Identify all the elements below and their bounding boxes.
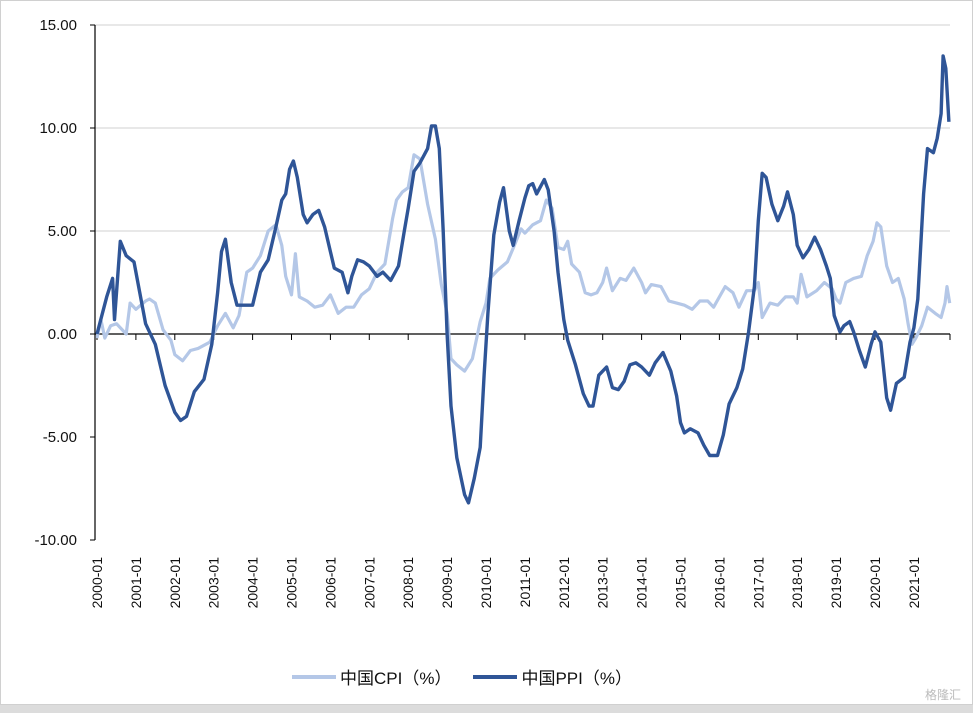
ppi-series-line [95,54,951,505]
x-tick-label: 2015-01 [673,557,689,609]
y-tick-label: 10.00 [39,120,77,137]
legend: 中国CPI（%） 中国PPI（%） [292,664,654,689]
y-tick-label: -5.00 [43,429,77,446]
x-tick-label: 2001-01 [128,557,144,609]
y-tick-label: 15.00 [39,17,77,34]
y-tick-label: -10.00 [34,532,77,549]
x-tick-label: 2016-01 [711,557,727,609]
x-tick-label: 2005-01 [284,557,300,609]
x-tick-label: 2018-01 [789,557,805,609]
axes [90,24,951,541]
bottom-band [0,705,973,713]
legend-label-cpi: 中国CPI（%） [340,669,452,688]
x-tick-label: 2006-01 [322,557,338,609]
x-tick-label: 2000-01 [89,557,105,609]
x-tick-label: 2013-01 [595,557,611,609]
x-tick-label: 2002-01 [167,557,183,609]
y-axis-labels: -10.00 -5.00 0.00 5.00 10.00 15.00 [34,17,77,549]
legend-item-ppi: 中国PPI（%） [473,664,632,689]
y-tick-label: 5.00 [48,223,77,240]
cpi-series-line [95,153,952,373]
legend-item-cpi: 中国CPI（%） [292,664,451,689]
watermark-logo: 格隆汇 [924,688,961,702]
x-tick-label: 2010-01 [478,557,494,609]
x-axis-labels: 2000-01 2001-01 2002-01 2003-01 2004-01 2005-… [89,557,922,609]
x-tick-label: 2009-01 [439,557,455,609]
x-tick-label: 2021-01 [906,557,922,609]
x-tick-label: 2011-01 [517,557,533,608]
x-tick-label: 2004-01 [245,557,261,609]
x-tick-label: 2012-01 [556,557,572,609]
legend-swatch-ppi [473,674,518,679]
x-tick-label: 2019-01 [828,557,844,609]
x-tick-label: 2020-01 [867,557,883,609]
x-tick-label: 2014-01 [634,557,650,609]
series-lines [95,54,952,505]
x-tick-label: 2017-01 [750,557,766,609]
x-tick-label: 2003-01 [206,557,222,609]
legend-swatch-cpi [292,674,336,679]
legend-label-ppi: 中国PPI（%） [521,669,632,688]
x-tick-label: 2008-01 [400,557,416,609]
gridlines [95,24,950,232]
x-tick-label: 2007-01 [361,557,377,609]
y-tick-label: 0.00 [48,326,77,343]
